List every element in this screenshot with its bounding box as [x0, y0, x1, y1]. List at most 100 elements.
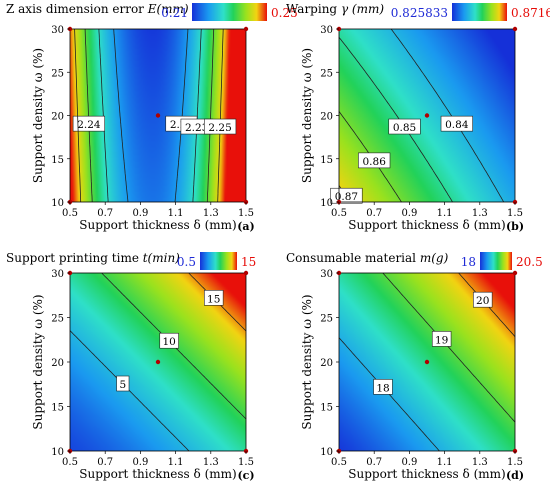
contour-label-box: [440, 115, 473, 132]
y-tick-label: 30: [51, 269, 64, 280]
x-tick-label: 0.5: [331, 457, 347, 468]
x-tick-label: 1.3: [203, 208, 219, 219]
contour-label-box: [373, 379, 393, 395]
contour-label-box: [431, 331, 452, 347]
panel-letter: (a): [237, 220, 255, 233]
design-point: [424, 113, 430, 118]
x-tick-label: 1.1: [168, 457, 184, 468]
y-tick-label: 15: [320, 155, 333, 166]
design-point: [155, 359, 161, 365]
x-tick-label: 1.1: [437, 457, 453, 468]
colorbar-max-label: 15: [241, 255, 256, 269]
x-tick-label: 1.5: [238, 208, 254, 219]
x-tick-label: 0.5: [62, 208, 78, 219]
y-tick-label: 20: [51, 112, 64, 123]
y-tick-label: 10: [320, 198, 333, 209]
x-axis-label: Support thickness δ (mm): [79, 467, 236, 481]
colorbar-max-label: 20.5: [516, 255, 543, 269]
contour-label-box: [204, 118, 237, 135]
contour-label-box: [204, 290, 224, 306]
x-tick-label: 0.5: [331, 208, 347, 219]
y-tick-label: 25: [51, 68, 64, 79]
contour-label-box: [116, 375, 130, 392]
panel-letter: (c): [237, 469, 254, 482]
x-tick-label: 0.9: [132, 208, 148, 219]
y-tick-label: 25: [51, 314, 64, 325]
design-point: [155, 113, 161, 118]
chart-title: Z axis dimension error E(mm): [6, 2, 189, 16]
colorbar: [480, 252, 512, 270]
y-tick-label: 15: [320, 403, 333, 414]
chart-panel-d: 18 19 20 0.5 0.7 0.9 1.1 1.3 1.5 10 15 20 25 30 Suppor…: [286, 251, 543, 482]
colorbar-max-label: 0.25: [271, 6, 298, 20]
x-tick-label: 0.7: [97, 457, 113, 468]
colorbar-min-label: 18: [461, 255, 476, 269]
chart-title: Consumable material m(g): [286, 251, 449, 265]
x-tick-label: 0.9: [132, 457, 148, 468]
colorbar: [192, 3, 267, 21]
x-tick-label: 1.3: [472, 208, 488, 219]
y-tick-label: 10: [320, 447, 333, 458]
x-tick-label: 1.5: [238, 457, 254, 468]
x-axis-label: Support thickness δ (mm): [348, 467, 505, 481]
x-tick-label: 0.7: [97, 208, 113, 219]
contour-label: 5: [119, 379, 126, 391]
contour-label-box: [159, 332, 179, 349]
chart-title: Support printing time t(min): [6, 251, 180, 265]
x-tick-label: 0.9: [401, 208, 417, 219]
x-tick-label: 1.5: [507, 457, 523, 468]
y-tick-label: 20: [320, 112, 333, 123]
chart-panel-c: 5 10 15 0.5 0.7 0.9 1.1 1.3 1.5 10 15 20 25 30 Support…: [6, 251, 256, 482]
x-axis-label: Support thickness δ (mm): [79, 218, 236, 232]
y-tick-label: 15: [51, 155, 64, 166]
y-tick-label: 30: [51, 25, 64, 36]
contour-label: 15: [207, 293, 220, 305]
colorbar-min-label: 0.825833: [391, 6, 448, 20]
y-tick-label: 10: [51, 447, 64, 458]
chart-title: Warping γ (mm): [286, 2, 384, 16]
contour-label: 19: [435, 334, 448, 346]
design-point: [243, 26, 249, 32]
y-tick-label: 20: [320, 358, 333, 369]
contour-label-box: [330, 187, 363, 204]
contour-label: 2.25: [208, 122, 231, 134]
contour-label-box: [358, 152, 391, 169]
x-tick-label: 1.3: [472, 457, 488, 468]
x-axis-label: Support thickness δ (mm): [348, 218, 505, 232]
contour-label-box: [72, 115, 106, 132]
x-tick-label: 1.1: [168, 208, 184, 219]
colorbar-min-label: 0.5: [177, 255, 196, 269]
y-tick-label: 25: [320, 314, 333, 325]
y-tick-label: 25: [320, 68, 333, 79]
contour-label: 0.86: [363, 156, 387, 168]
contour-label: 0.87: [335, 191, 358, 203]
colorbar-min-label: 0.21: [161, 6, 188, 20]
x-tick-label: 0.9: [401, 457, 417, 468]
contour-label: 18: [376, 382, 389, 394]
y-tick-label: 30: [320, 269, 333, 280]
y-axis-label: Support density ω (%): [300, 294, 314, 429]
y-tick-label: 15: [51, 403, 64, 414]
y-tick-label: 20: [51, 358, 64, 369]
contour-label: 10: [162, 336, 175, 348]
design-point: [512, 270, 518, 276]
contour-label: 0.85: [393, 122, 416, 134]
y-axis-label: Support density ω (%): [31, 294, 45, 429]
x-tick-label: 0.7: [366, 208, 382, 219]
design-point: [512, 26, 518, 32]
y-axis-label: Support density ω (%): [31, 48, 45, 183]
contour-label: 2.23: [185, 122, 208, 134]
colorbar: [452, 3, 507, 21]
x-tick-label: 1.3: [203, 457, 219, 468]
contour-label: 2.24: [77, 119, 101, 131]
contour-label: 0.84: [445, 119, 469, 131]
y-tick-label: 10: [51, 198, 64, 209]
chart-panel-a: 2.222.232.242.250.50.70.91.11.31.5101520…: [6, 2, 298, 233]
y-tick-label: 30: [320, 25, 333, 36]
x-tick-label: 0.7: [366, 457, 382, 468]
contour-label: 20: [476, 295, 489, 307]
design-point: [424, 359, 430, 365]
x-tick-label: 1.1: [437, 208, 453, 219]
contour-label-box: [388, 118, 421, 135]
